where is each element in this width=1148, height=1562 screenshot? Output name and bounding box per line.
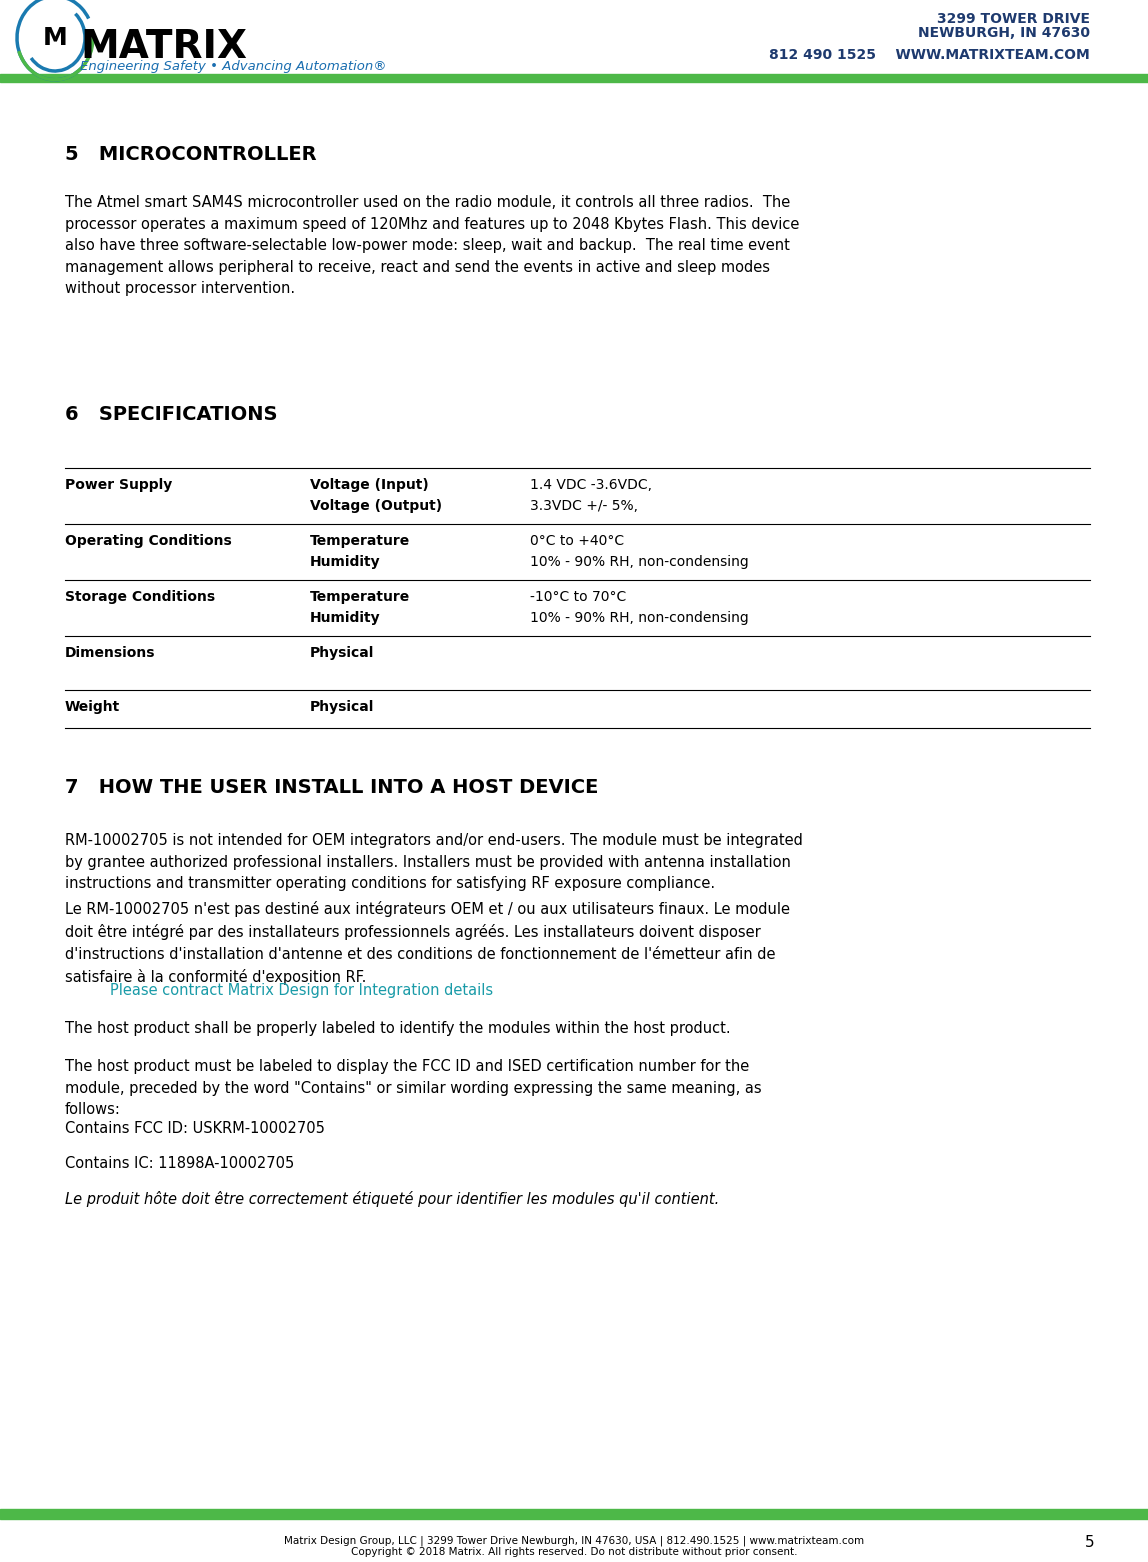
Text: Contains FCC ID: USKRM-10002705: Contains FCC ID: USKRM-10002705: [65, 1122, 325, 1136]
Text: Physical: Physical: [310, 700, 374, 714]
Text: Physical: Physical: [310, 647, 374, 661]
Text: 6   SPECIFICATIONS: 6 SPECIFICATIONS: [65, 405, 278, 423]
Text: Power Supply: Power Supply: [65, 478, 172, 492]
Bar: [0, 1509, 1148, 1518]
Text: Temperature
Humidity: Temperature Humidity: [310, 590, 410, 625]
Text: 1.4 VDC -3.6VDC,
3.3VDC +/- 5%,: 1.4 VDC -3.6VDC, 3.3VDC +/- 5%,: [530, 478, 652, 512]
Text: Le produit hôte doit être correctement étiqueté pour identifier les modules qu'i: Le produit hôte doit être correctement é…: [65, 1190, 720, 1207]
Text: Le RM-10002705 n'est pas destiné aux intégrateurs OEM et / ou aux utilisateurs f: Le RM-10002705 n'est pas destiné aux int…: [65, 901, 790, 986]
Text: Storage Conditions: Storage Conditions: [65, 590, 215, 604]
Text: Dimensions: Dimensions: [65, 647, 155, 661]
Text: 0°C to +40°C
10% - 90% RH, non-condensing: 0°C to +40°C 10% - 90% RH, non-condensin…: [530, 534, 748, 569]
Text: 3299 TOWER DRIVE: 3299 TOWER DRIVE: [937, 12, 1089, 27]
Text: RM-10002705 is not intended for OEM integrators and/or end-users. The module mus: RM-10002705 is not intended for OEM inte…: [65, 833, 802, 892]
Text: The host product must be labeled to display the FCC ID and ISED certification nu: The host product must be labeled to disp…: [65, 1059, 761, 1117]
Text: 812 490 1525    WWW.MATRIXTEAM.COM: 812 490 1525 WWW.MATRIXTEAM.COM: [769, 48, 1089, 62]
Text: 5   MICROCONTROLLER: 5 MICROCONTROLLER: [65, 145, 317, 164]
Text: -10°C to 70°C
10% - 90% RH, non-condensing: -10°C to 70°C 10% - 90% RH, non-condensi…: [530, 590, 748, 625]
Text: Operating Conditions: Operating Conditions: [65, 534, 232, 548]
Text: M: M: [42, 27, 68, 50]
Text: The host product shall be properly labeled to identify the modules within the ho: The host product shall be properly label…: [65, 1022, 730, 1036]
Text: Copyright © 2018 Matrix. All rights reserved. Do not distribute without prior co: Copyright © 2018 Matrix. All rights rese…: [351, 1546, 797, 1557]
Text: 5: 5: [1085, 1535, 1095, 1550]
Text: Please contract Matrix Design for Integration details: Please contract Matrix Design for Integr…: [110, 982, 494, 998]
Text: Weight: Weight: [65, 700, 121, 714]
Text: NEWBURGH, IN 47630: NEWBURGH, IN 47630: [918, 27, 1089, 41]
Text: Contains IC: 11898A-10002705: Contains IC: 11898A-10002705: [65, 1156, 294, 1172]
Text: The Atmel smart SAM4S microcontroller used on the radio module, it controls all : The Atmel smart SAM4S microcontroller us…: [65, 195, 799, 297]
Bar: [0, 73, 1148, 81]
Text: 7   HOW THE USER INSTALL INTO A HOST DEVICE: 7 HOW THE USER INSTALL INTO A HOST DEVIC…: [65, 778, 598, 797]
Text: Voltage (Input)
Voltage (Output): Voltage (Input) Voltage (Output): [310, 478, 442, 512]
Text: Temperature
Humidity: Temperature Humidity: [310, 534, 410, 569]
Text: Engineering Safety • Advancing Automation®: Engineering Safety • Advancing Automatio…: [80, 59, 387, 73]
Text: Matrix Design Group, LLC | 3299 Tower Drive Newburgh, IN 47630, USA | 812.490.15: Matrix Design Group, LLC | 3299 Tower Dr…: [284, 1535, 864, 1545]
Text: MATRIX: MATRIX: [80, 28, 247, 66]
